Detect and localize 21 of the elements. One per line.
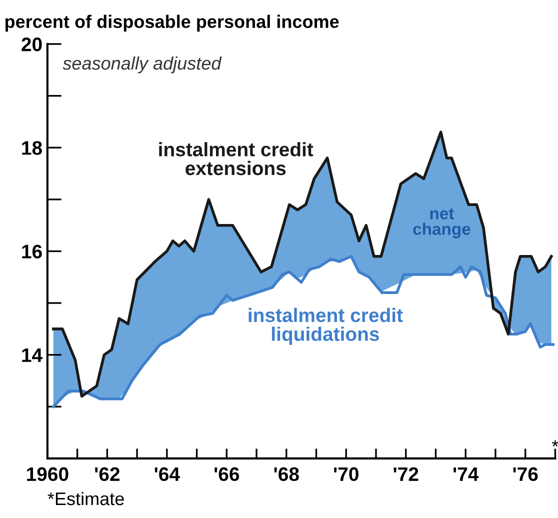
x-tick-label: '66	[214, 467, 240, 482]
y-axis-title: percent of disposable personal income	[5, 14, 339, 32]
annotation: *	[552, 440, 558, 447]
x-tick-label: '62	[95, 467, 120, 482]
x-tick-label: '68	[274, 467, 299, 482]
y-tick-label: 16	[22, 244, 42, 258]
series-label: instalment credit extensions	[159, 142, 314, 176]
annotation: net change	[413, 208, 470, 238]
x-tick-label: '64	[154, 467, 180, 482]
x-tick-label: '76	[513, 467, 538, 482]
text: *Estimate	[48, 492, 124, 506]
annotation: seasonally adjusted	[62, 56, 222, 74]
y-tick-label: 18	[22, 141, 42, 155]
series-label: instalment credit liquidations	[248, 308, 403, 345]
y-tick-label: 20	[22, 38, 42, 52]
y-tick-label: 14	[22, 348, 42, 362]
x-tick-label: 1960	[27, 467, 68, 482]
x-tick-label: '70	[334, 467, 358, 482]
x-tick-label: '74	[454, 467, 479, 481]
line-series	[52, 255, 555, 408]
x-tick-label: '72	[394, 467, 418, 481]
